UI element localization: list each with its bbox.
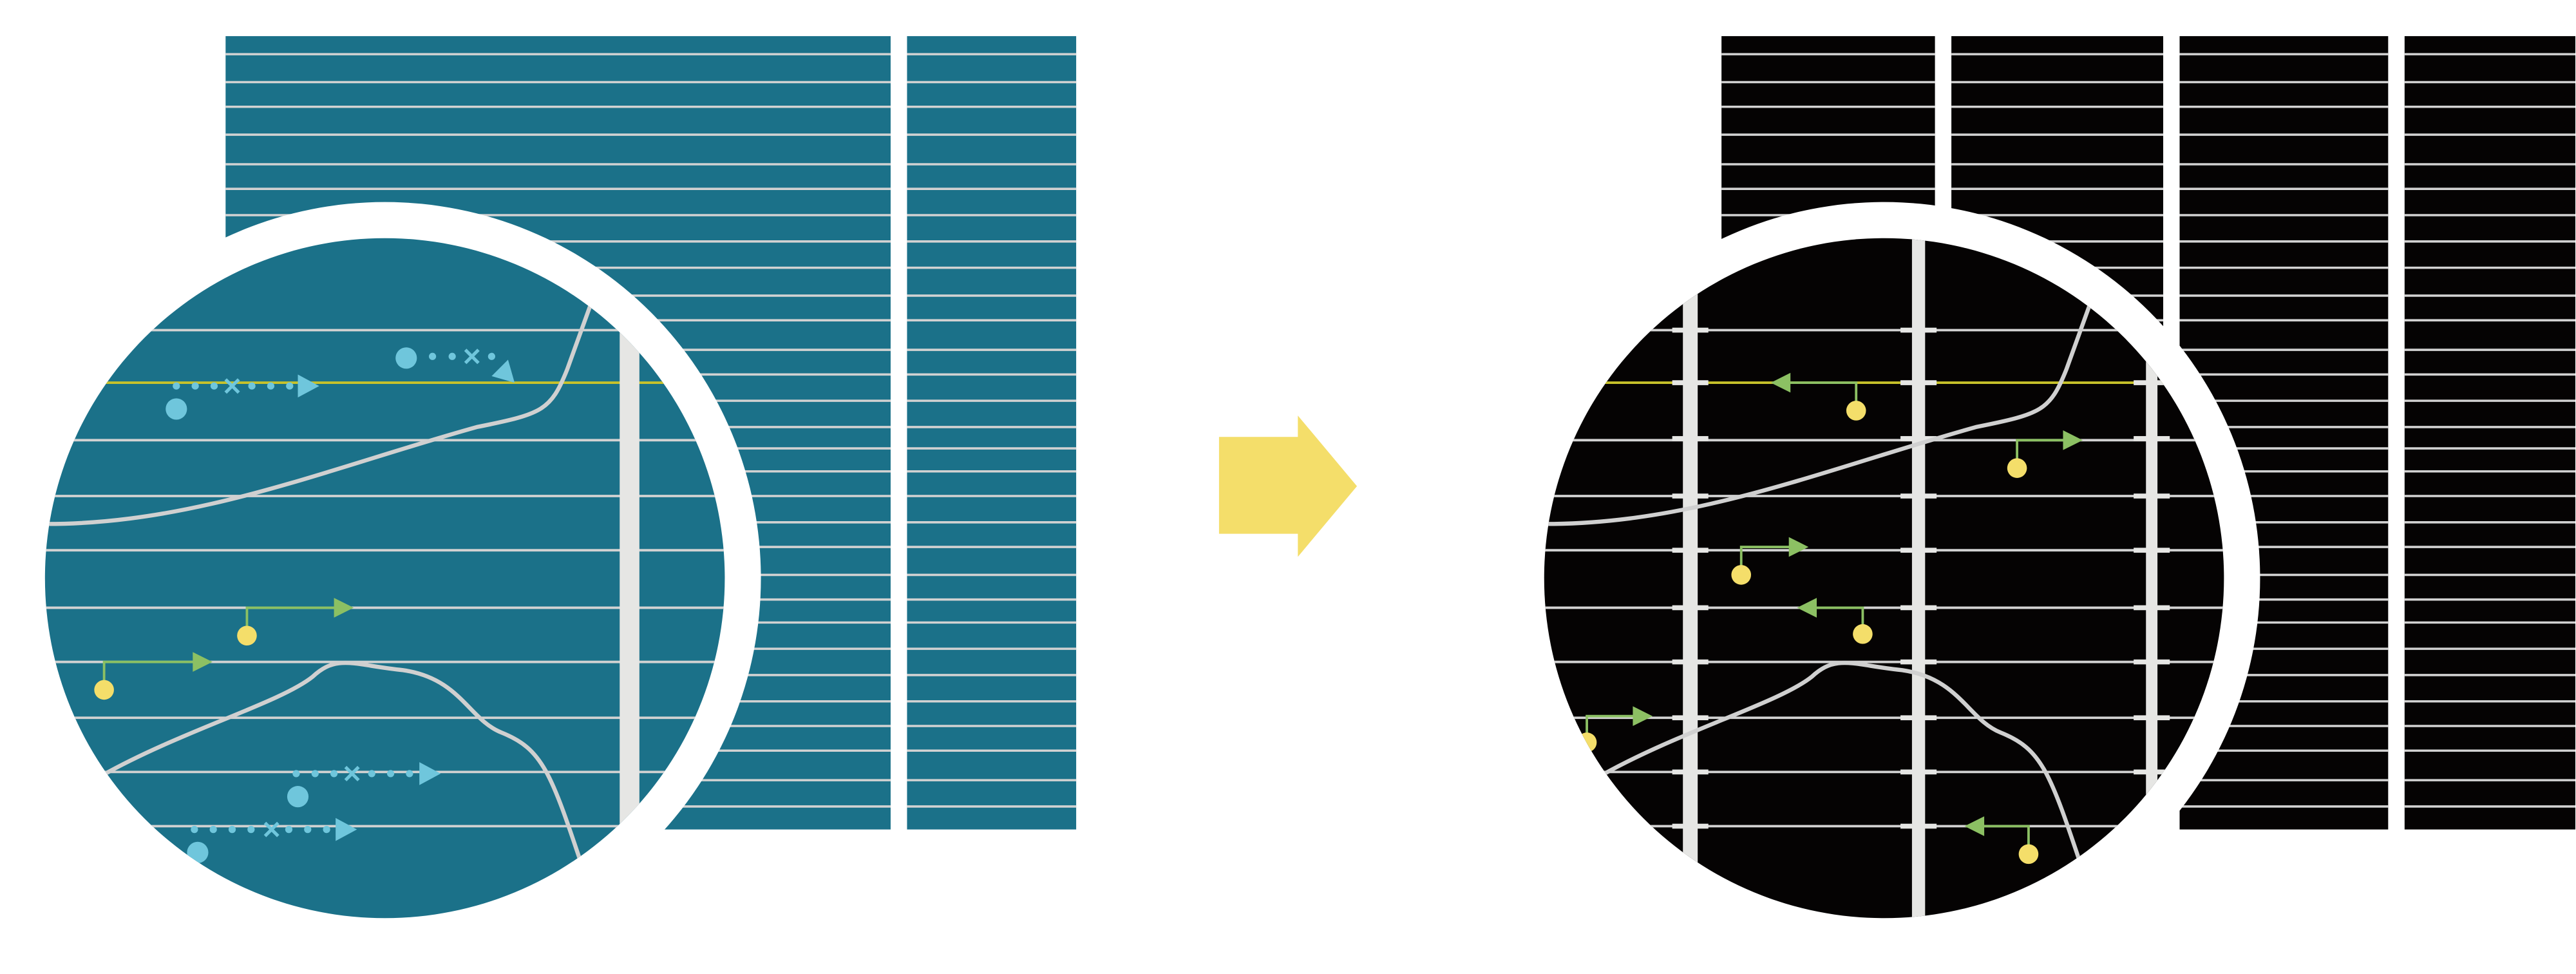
tick-mark — [1900, 380, 1937, 385]
tick-mark — [1900, 605, 1937, 611]
vertical-band — [620, 238, 639, 919]
dot-marker — [248, 382, 256, 390]
dot-marker — [247, 826, 255, 834]
dot-marker — [311, 770, 319, 778]
tick-mark — [1672, 493, 1709, 499]
dot-marker — [191, 826, 198, 834]
tick-mark — [1672, 823, 1709, 829]
dot-marker — [267, 382, 275, 390]
x-marker-icon — [263, 821, 279, 837]
arrowhead-icon — [334, 598, 354, 618]
arrowhead-icon — [1964, 816, 1985, 836]
tick-mark — [2134, 769, 2170, 775]
dot-marker — [191, 382, 199, 390]
arrowhead-icon — [1770, 372, 1791, 393]
tick-mark — [2134, 715, 2170, 721]
blue-circle-marker — [395, 347, 417, 369]
block-column — [907, 36, 1077, 830]
yellow-dot — [237, 625, 257, 646]
dot-marker — [368, 770, 375, 778]
blue-circle-marker — [287, 786, 309, 808]
arrowhead-icon — [336, 817, 357, 841]
yellow-dot — [2007, 458, 2027, 478]
magnifier-content — [44, 238, 725, 919]
tick-mark — [1672, 548, 1709, 553]
arrowhead-icon — [193, 652, 213, 672]
tick-mark — [2134, 659, 2170, 665]
tick-mark — [1900, 715, 1937, 721]
arrowhead-icon — [1797, 598, 1817, 618]
vertical-band — [2146, 238, 2158, 919]
tick-mark — [1672, 380, 1709, 385]
vertical-band — [1683, 238, 1698, 919]
dot-marker — [323, 826, 330, 834]
yellow-dot — [2018, 844, 2039, 864]
right-arrow-icon — [1218, 415, 1358, 557]
dot-marker — [448, 352, 456, 360]
dot-marker — [210, 382, 218, 390]
arrowhead-icon — [491, 359, 515, 383]
dot-marker — [228, 826, 236, 834]
tick-mark — [1672, 605, 1709, 611]
dot-marker — [292, 770, 300, 778]
before-magnifier — [8, 202, 761, 955]
arrowhead-icon — [1633, 706, 1653, 726]
tick-mark — [1900, 548, 1937, 553]
arrowhead-icon — [2063, 430, 2083, 450]
tick-mark — [2134, 605, 2170, 611]
tick-mark — [1900, 769, 1937, 775]
dot-marker — [304, 826, 312, 834]
dot-marker — [406, 770, 413, 778]
tick-mark — [1900, 327, 1937, 333]
tick-mark — [1900, 659, 1937, 665]
dot-marker — [488, 352, 495, 360]
dot-marker — [173, 382, 180, 390]
tick-mark — [1900, 435, 1937, 441]
tick-mark — [1900, 493, 1937, 499]
dot-marker — [209, 826, 217, 834]
arrowhead-icon — [1788, 537, 1809, 557]
tick-mark — [1672, 715, 1709, 721]
after-magnifier — [1508, 202, 2260, 955]
trajectory-curve — [1546, 291, 2096, 526]
x-marker-icon — [464, 349, 480, 365]
trajectory-curve — [101, 660, 586, 872]
blue-circle-marker — [166, 398, 187, 420]
x-marker-icon — [344, 765, 360, 781]
dot-marker — [386, 770, 395, 778]
tick-mark — [1672, 327, 1709, 333]
trajectory-curve — [1600, 660, 2085, 872]
magnifier-background — [1544, 238, 2224, 919]
magnifier-content — [1544, 238, 2224, 919]
yellow-dot — [1853, 624, 1873, 644]
magnifier-background — [44, 238, 725, 919]
dot-marker — [285, 826, 293, 834]
yellow-dot — [94, 680, 114, 700]
tick-mark — [1672, 659, 1709, 665]
tick-mark — [2134, 435, 2170, 441]
dot-marker — [428, 352, 437, 360]
tick-mark — [1672, 435, 1709, 441]
tick-mark — [1900, 823, 1937, 829]
tick-mark — [2134, 493, 2170, 499]
blue-circle-marker — [187, 841, 209, 863]
vertical-band — [1911, 238, 1926, 919]
yellow-dot — [1846, 401, 1866, 421]
arrowhead-icon — [419, 762, 441, 785]
tick-mark — [2134, 548, 2170, 553]
yellow-dot — [1731, 565, 1752, 585]
tick-mark — [1672, 769, 1709, 775]
dot-marker — [286, 382, 294, 390]
trajectory-curve — [46, 291, 598, 526]
arrowhead-icon — [298, 374, 319, 398]
x-marker-icon — [224, 378, 240, 394]
tick-mark — [2134, 380, 2170, 385]
dot-marker — [330, 770, 338, 778]
block-column — [2404, 36, 2576, 830]
